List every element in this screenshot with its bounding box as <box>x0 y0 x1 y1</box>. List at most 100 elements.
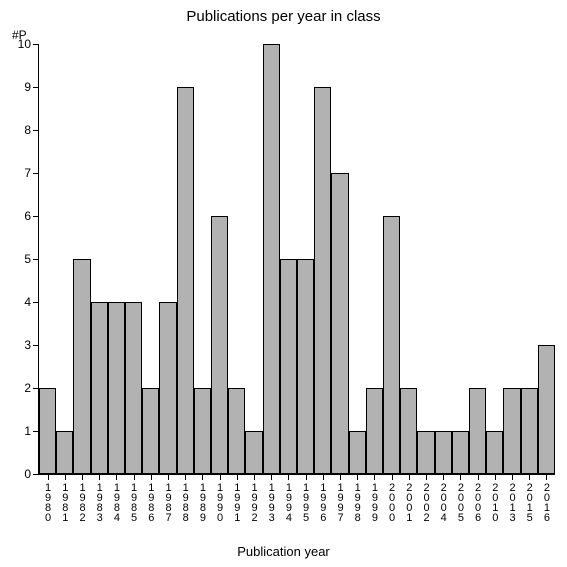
x-tick-label: 1982 <box>77 482 88 522</box>
x-tick-label: 2005 <box>455 482 466 522</box>
x-tick-label: 2010 <box>489 482 500 522</box>
bar <box>435 431 452 474</box>
x-tick <box>151 474 152 480</box>
x-tick <box>495 474 496 480</box>
x-tick-label: 2002 <box>421 482 432 522</box>
bar <box>142 388 159 474</box>
x-tick-label: 1994 <box>283 482 294 522</box>
bar <box>159 302 176 474</box>
x-tick-label: 1998 <box>352 482 363 522</box>
x-tick <box>48 474 49 480</box>
x-tick <box>512 474 513 480</box>
bar <box>297 259 314 474</box>
x-tick <box>271 474 272 480</box>
bar <box>73 259 90 474</box>
bar <box>211 216 228 474</box>
x-tick <box>460 474 461 480</box>
y-tick <box>33 130 39 131</box>
x-tick <box>478 474 479 480</box>
bar <box>108 302 125 474</box>
x-tick <box>237 474 238 480</box>
x-tick-label: 1990 <box>214 482 225 522</box>
bar <box>245 431 262 474</box>
x-tick <box>374 474 375 480</box>
y-tick-label: 0 <box>24 467 31 481</box>
bar <box>503 388 520 474</box>
y-tick-label: 2 <box>24 381 31 395</box>
x-tick <box>546 474 547 480</box>
x-tick-label: 1992 <box>249 482 260 522</box>
x-tick-label: 1989 <box>197 482 208 522</box>
y-tick-label: 10 <box>18 37 31 51</box>
x-tick <box>116 474 117 480</box>
x-tick <box>529 474 530 480</box>
y-tick-label: 9 <box>24 80 31 94</box>
bar <box>91 302 108 474</box>
x-tick-label: 2006 <box>472 482 483 522</box>
x-tick-label: 1987 <box>163 482 174 522</box>
x-tick <box>65 474 66 480</box>
x-tick <box>82 474 83 480</box>
bar <box>177 87 194 474</box>
y-tick-label: 8 <box>24 123 31 137</box>
x-tick-label: 2016 <box>541 482 552 522</box>
y-tick <box>33 345 39 346</box>
x-tick <box>392 474 393 480</box>
x-tick <box>134 474 135 480</box>
bar <box>194 388 211 474</box>
bar <box>400 388 417 474</box>
x-tick-label: 1988 <box>180 482 191 522</box>
bar <box>314 87 331 474</box>
bar <box>521 388 538 474</box>
bar <box>56 431 73 474</box>
y-tick-label: 7 <box>24 166 31 180</box>
x-tick-label: 1996 <box>317 482 328 522</box>
x-tick-label: 2001 <box>403 482 414 522</box>
bar <box>538 345 555 474</box>
y-tick <box>33 87 39 88</box>
x-tick-label: 1981 <box>59 482 70 522</box>
chart-title: Publications per year in class <box>0 8 567 25</box>
x-tick <box>220 474 221 480</box>
x-tick-label: 1986 <box>145 482 156 522</box>
x-tick <box>288 474 289 480</box>
bar <box>39 388 56 474</box>
x-tick <box>426 474 427 480</box>
x-tick <box>168 474 169 480</box>
x-tick <box>323 474 324 480</box>
y-tick-label: 1 <box>24 424 31 438</box>
x-tick-label: 2004 <box>438 482 449 522</box>
y-tick <box>33 44 39 45</box>
x-tick-label: 2000 <box>386 482 397 522</box>
y-tick <box>33 173 39 174</box>
bar <box>417 431 434 474</box>
x-tick-label: 1980 <box>42 482 53 522</box>
bar <box>228 388 245 474</box>
x-axis-label: Publication year <box>0 544 567 559</box>
x-tick-label: 1983 <box>94 482 105 522</box>
x-tick <box>254 474 255 480</box>
y-tick <box>33 259 39 260</box>
x-tick-label: 1984 <box>111 482 122 522</box>
x-tick-label: 1993 <box>266 482 277 522</box>
y-tick <box>33 302 39 303</box>
bar <box>263 44 280 474</box>
x-tick <box>185 474 186 480</box>
x-tick-label: 2015 <box>524 482 535 522</box>
y-tick <box>33 474 39 475</box>
x-tick <box>99 474 100 480</box>
y-tick-label: 5 <box>24 252 31 266</box>
x-tick <box>357 474 358 480</box>
bar <box>280 259 297 474</box>
bar <box>469 388 486 474</box>
x-tick-label: 1985 <box>128 482 139 522</box>
x-tick <box>306 474 307 480</box>
x-tick-label: 1999 <box>369 482 380 522</box>
bar <box>383 216 400 474</box>
plot-area: 0123456789101980198119821983198419851986… <box>38 44 555 475</box>
bar <box>366 388 383 474</box>
y-tick-label: 6 <box>24 209 31 223</box>
chart-container: Publications per year in class #P 012345… <box>0 0 567 567</box>
y-tick <box>33 216 39 217</box>
x-tick-label: 1991 <box>231 482 242 522</box>
